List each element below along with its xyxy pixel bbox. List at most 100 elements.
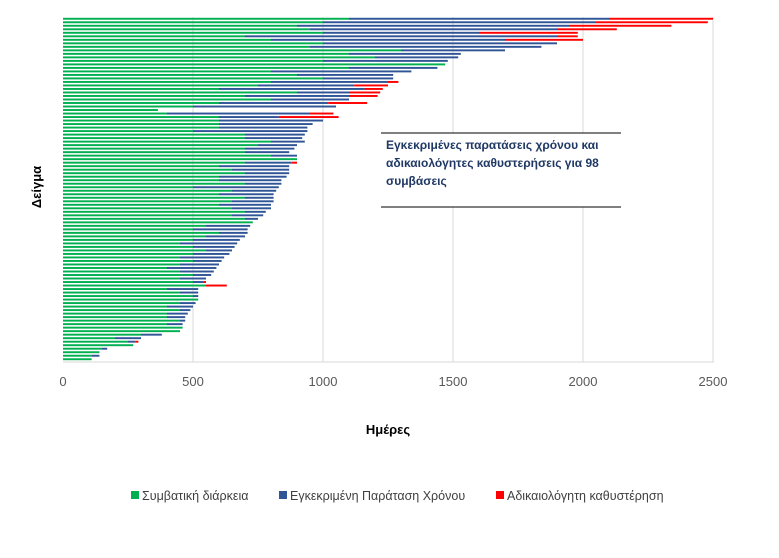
bar-contract-duration xyxy=(63,161,245,164)
bar-approved-extension xyxy=(193,252,230,255)
bar-contract-duration xyxy=(63,217,245,220)
bar-approved-extension xyxy=(193,186,279,189)
bar-approved-extension xyxy=(167,267,217,269)
bar-contract-duration xyxy=(63,245,193,248)
x-axis-title: Ημέρες xyxy=(366,422,410,437)
bar-contract-duration xyxy=(63,87,219,90)
bar-approved-extension xyxy=(219,119,323,122)
bar-contract-duration xyxy=(63,354,92,357)
bar-unjustified-delay xyxy=(135,340,139,343)
bar-approved-extension xyxy=(323,31,479,34)
x-tick-label: 2500 xyxy=(699,374,728,389)
bar-contract-duration xyxy=(63,288,167,291)
bar-contract-duration xyxy=(63,31,323,34)
bar-approved-extension xyxy=(375,56,459,59)
bar-approved-extension xyxy=(219,126,308,129)
bar-approved-extension xyxy=(258,144,297,147)
bar-approved-extension xyxy=(245,133,305,136)
bar-approved-extension xyxy=(219,193,274,196)
bar-approved-extension xyxy=(232,168,290,171)
bar-approved-extension xyxy=(180,270,214,273)
bar-contract-duration xyxy=(63,105,193,108)
bar-approved-extension xyxy=(323,42,557,45)
bar-approved-extension xyxy=(245,182,282,185)
bar-approved-extension xyxy=(271,98,349,101)
bar-contract-duration xyxy=(63,203,219,206)
bar-contract-duration xyxy=(63,231,219,234)
bar-approved-extension xyxy=(245,151,290,154)
bar-contract-duration xyxy=(63,302,180,305)
bar-approved-extension xyxy=(323,77,394,80)
bar-approved-extension xyxy=(206,224,251,227)
bar-approved-extension xyxy=(245,196,274,199)
bar-approved-extension xyxy=(141,333,162,336)
bar-contract-duration xyxy=(63,326,183,329)
bar-approved-extension xyxy=(193,274,212,276)
bar-contract-duration xyxy=(63,210,245,213)
bar-approved-extension xyxy=(219,102,329,104)
bar-contract-duration xyxy=(63,102,219,104)
bar-contract-duration xyxy=(63,70,271,73)
bar-contract-duration xyxy=(63,312,167,315)
bar-contract-duration xyxy=(63,235,206,238)
bar-contract-duration xyxy=(63,189,232,192)
bar-approved-extension xyxy=(219,165,290,168)
bar-approved-extension xyxy=(245,161,292,164)
bar-unjustified-delay xyxy=(310,112,334,115)
bar-approved-extension xyxy=(219,123,313,126)
bar-contract-duration xyxy=(63,175,219,178)
x-tick-labels: 0 500 1000 1500 2000 2500 xyxy=(59,374,727,389)
bar-unjustified-delay xyxy=(557,28,617,31)
bar-contract-duration xyxy=(63,256,180,259)
legend-label: Εγκεκριμένη Παράταση Χρόνου xyxy=(290,489,465,503)
bar-approved-extension xyxy=(401,49,505,52)
bar-approved-extension xyxy=(245,217,258,220)
x-tick-label: 2000 xyxy=(569,374,598,389)
bar-approved-extension xyxy=(128,340,136,343)
bar-approved-extension xyxy=(193,259,222,262)
bar-contract-duration xyxy=(63,49,401,52)
bar-contract-duration xyxy=(63,309,180,312)
legend-swatch xyxy=(496,491,504,499)
bar-approved-extension xyxy=(349,17,609,20)
bar-approved-extension xyxy=(115,337,141,340)
bar-approved-extension xyxy=(180,291,199,294)
bar-contract-duration xyxy=(63,154,271,157)
bar-contract-duration xyxy=(63,109,158,111)
bar-contract-duration xyxy=(63,56,375,59)
bar-contract-duration xyxy=(63,305,167,308)
bar-approved-extension xyxy=(180,302,196,305)
bar-approved-extension xyxy=(167,288,199,291)
bar-approved-extension xyxy=(193,228,248,231)
x-tick-label: 500 xyxy=(182,374,204,389)
bar-unjustified-delay xyxy=(291,161,297,164)
bar-contract-duration xyxy=(63,196,245,199)
bar-unjustified-delay xyxy=(505,38,583,41)
bar-contract-duration xyxy=(63,80,271,83)
bar-contract-duration xyxy=(63,281,193,283)
bar-contract-duration xyxy=(63,274,193,276)
bar-unjustified-delay xyxy=(364,87,383,90)
bar-contract-duration xyxy=(63,73,297,76)
bar-contract-duration xyxy=(63,249,206,252)
bar-approved-extension xyxy=(219,179,282,182)
bar-unjustified-delay xyxy=(328,102,368,104)
bar-approved-extension xyxy=(271,140,305,143)
bar-approved-extension xyxy=(232,189,277,192)
bar-contract-duration xyxy=(63,337,115,340)
bar-approved-extension xyxy=(180,256,225,259)
bar-unjustified-delay xyxy=(388,80,399,83)
bar-contract-duration xyxy=(63,238,193,241)
bar-approved-extension xyxy=(232,214,264,217)
bar-contract-duration xyxy=(63,38,271,41)
legend: Συμβατική διάρκεια Εγκεκριμένη Παράταση Χ… xyxy=(131,489,664,503)
bar-contract-duration xyxy=(63,91,297,94)
bar-contract-duration xyxy=(63,151,245,154)
bar-contract-duration xyxy=(63,298,199,301)
bar-contract-duration xyxy=(63,119,219,122)
bar-contract-duration xyxy=(63,28,310,31)
bar-contract-duration xyxy=(63,112,167,115)
bar-contract-duration xyxy=(63,228,193,231)
annotation-box: Εγκεκριμένες παρατάσεις χρόνου και αδικαι… xyxy=(381,132,621,208)
